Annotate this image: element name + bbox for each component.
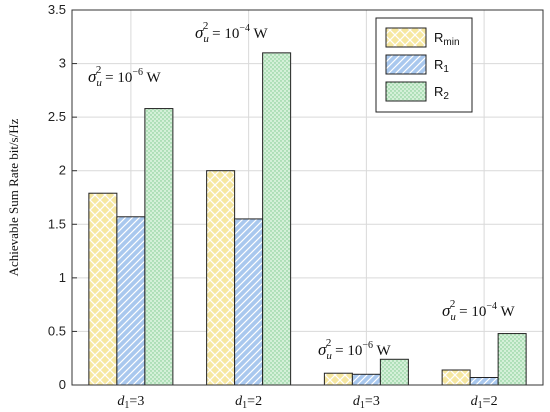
bar-r-2-cat1: [144, 108, 174, 386]
bar-r-2-cat3: [379, 358, 409, 386]
y-tick-label: 1.5: [48, 216, 66, 231]
noise-variance-annotation: σu2 = 10−6 W: [88, 64, 161, 89]
y-axis-label: Achievable Sum Rate bit/s/Hz: [6, 118, 21, 276]
noise-variance-annotation: σu2 = 10−6 W: [318, 337, 391, 362]
bar-r-min-cat2: [206, 170, 236, 386]
y-tick-label: 1: [59, 270, 66, 285]
y-tick-label: 2: [59, 163, 66, 178]
noise-variance-annotation: σu2 = 10−4 W: [195, 20, 268, 45]
y-tick-label: 0.5: [48, 323, 66, 338]
noise-variance-annotation: σu2 = 10−4 W: [442, 298, 515, 323]
bar-r-1-cat2: [234, 218, 264, 386]
bar-r-2-cat4: [497, 333, 527, 386]
bar-r-1-cat3: [351, 373, 381, 386]
bar-r-min-cat1: [88, 192, 118, 386]
legend-swatch: [385, 27, 427, 48]
bar-r-1-cat1: [116, 216, 146, 386]
bar-r-min-cat4: [441, 369, 471, 386]
legend-swatch: [385, 54, 427, 75]
x-category-label: d1=2: [471, 394, 498, 411]
legend-label: R1: [434, 57, 449, 75]
legend-label: Rmin: [434, 30, 460, 48]
y-tick-label: 2.5: [48, 109, 66, 124]
annotations: σu2 = 10−6 W σu2 = 10−4 W σu2 = 10−6 W σu2 …: [88, 20, 515, 362]
bar-r-2-cat2: [262, 52, 292, 386]
legend-swatch: [385, 81, 427, 102]
y-axis-ticks: 0 0.5 1 1.5 2 2.5 3 3.5: [48, 2, 77, 392]
x-category-label: d1=3: [353, 394, 380, 411]
bar-r-1-cat4: [469, 377, 499, 386]
bar-r-min-cat3: [323, 372, 353, 386]
y-tick-label: 0: [59, 377, 66, 392]
plot-frame: [71, 9, 544, 386]
y-tick-label: 3.5: [48, 2, 66, 17]
legend: Rmin R1 R2: [375, 17, 473, 113]
x-category-label: d1=3: [117, 394, 144, 411]
y-tick-label: 3: [59, 56, 66, 71]
x-axis-categories: d1=3 d1=2 d1=3 d1=2: [117, 394, 497, 411]
legend-label: R2: [434, 84, 449, 102]
x-category-label: d1=2: [235, 394, 262, 411]
